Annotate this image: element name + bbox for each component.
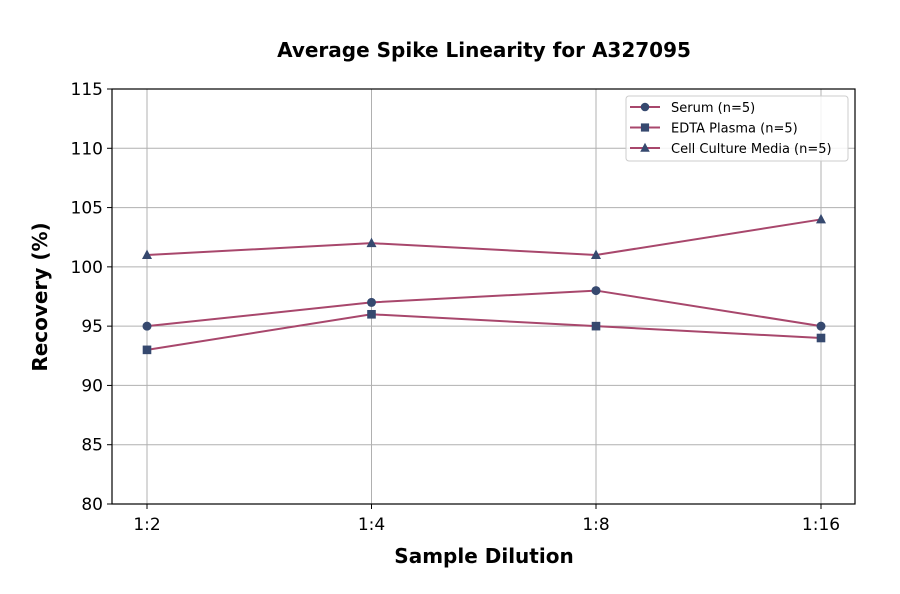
series-line (146, 289, 822, 328)
legend-label: Cell Culture Media (n=5) (671, 142, 832, 157)
square-marker (367, 309, 376, 319)
x-tick-label: 1:2 (133, 515, 160, 535)
y-tick-label: 110 (71, 139, 103, 159)
y-tick-label: 100 (71, 258, 103, 278)
y-tick-label: 95 (81, 317, 103, 337)
triangle-marker (816, 213, 826, 224)
x-tick-label: 1:4 (358, 515, 385, 535)
x-axis-label: Sample Dilution (394, 544, 573, 568)
square-marker (640, 123, 650, 132)
series-line (146, 313, 822, 351)
square-marker (142, 345, 152, 355)
legend-box (625, 95, 849, 162)
circle-marker (640, 102, 650, 112)
plot-frame (111, 88, 856, 505)
series-circle (142, 286, 826, 331)
square-marker (591, 321, 601, 331)
square-marker (816, 333, 826, 343)
circle-marker (367, 297, 376, 307)
y-tick-label: 85 (81, 436, 103, 456)
circle-marker (142, 321, 152, 331)
y-tick-label: 80 (81, 495, 103, 515)
y-axis-label: Recovery (%) (28, 222, 52, 371)
x-tick-label: 1:16 (802, 515, 840, 535)
legend-label: Serum (n=5) (671, 101, 755, 116)
circle-marker (591, 286, 601, 296)
triangle-marker (640, 142, 650, 152)
triangle-marker (366, 237, 377, 248)
circle-marker (816, 321, 826, 331)
chart-title: Average Spike Linearity for A327095 (277, 38, 691, 62)
triangle-marker (591, 249, 601, 259)
y-tick-label: 90 (81, 376, 103, 396)
series-line (146, 218, 822, 257)
series-square (142, 309, 826, 355)
y-tick-label: 115 (71, 80, 103, 100)
legend: Serum (n=5) EDTA Plasma (n=5) Cell Culture… (625, 95, 849, 162)
series-triangle (142, 213, 826, 259)
legend-label: EDTA Plasma (n=5) (671, 122, 798, 137)
triangle-marker (142, 249, 152, 259)
x-tick-label: 1:8 (582, 515, 609, 535)
y-tick-label: 105 (71, 199, 103, 219)
